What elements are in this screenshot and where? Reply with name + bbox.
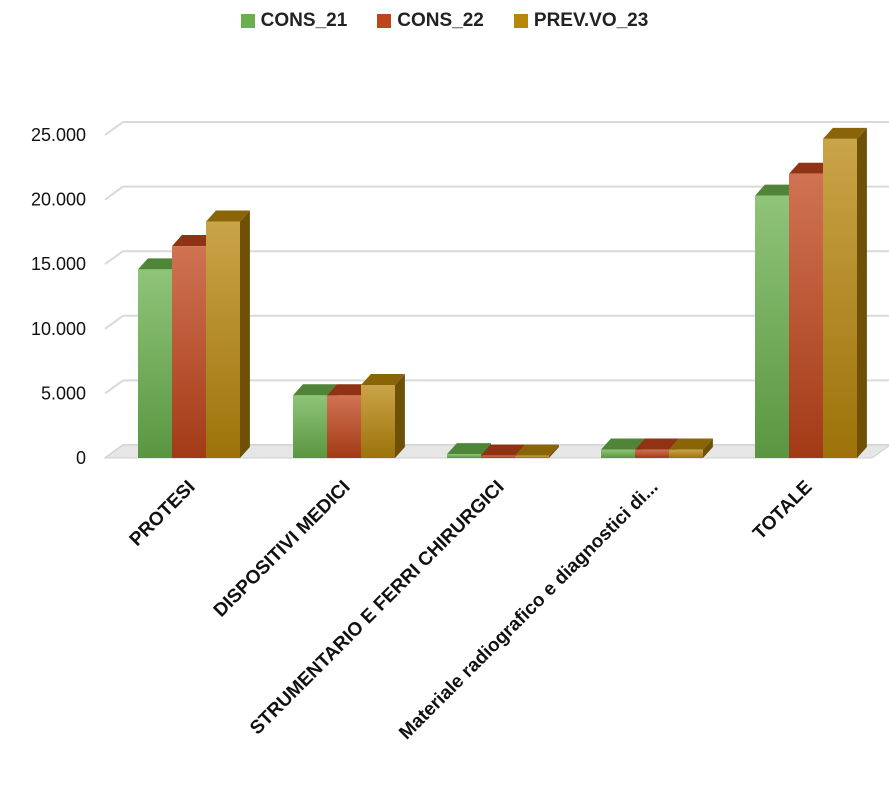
legend-label-series-2: PREV.VO_23 (533, 10, 649, 31)
bar-side (395, 373, 405, 458)
y-tick-label: 20.000 (31, 190, 86, 210)
category-label: PROTESI (126, 477, 200, 551)
bar-prev-vo-23 (206, 221, 240, 458)
legend-item-series-0: CONS_21 (240, 10, 348, 32)
bar-top (515, 444, 559, 456)
chart-legend: CONS_21 CONS_22 PREV.VO_23 (0, 10, 889, 32)
bar-cons-21 (447, 454, 481, 458)
legend-label-series-1: CONS_22 (397, 10, 484, 31)
bar-cons-22 (327, 395, 361, 458)
y-tick-label: 5.000 (41, 383, 86, 403)
gridline-side (104, 185, 124, 201)
legend-swatch-series-1 (377, 14, 392, 28)
bar-top (755, 184, 799, 196)
bar-top (138, 258, 182, 270)
bar-side (857, 127, 867, 459)
y-tick-label: 15.000 (31, 254, 86, 274)
gridline-side (104, 121, 124, 136)
y-tick-label: 0 (76, 448, 86, 468)
legend-swatch-series-0 (240, 14, 255, 28)
gridline-side (104, 379, 124, 395)
bar-side (549, 444, 559, 458)
bar-top (789, 162, 833, 174)
bar-top (481, 444, 525, 456)
category-label: Materiale radiografico e diagnostici di.… (395, 477, 662, 744)
category-label: TOTALE (749, 477, 816, 544)
bar-cons-22 (172, 246, 206, 458)
category-label: STRUMENTARIO E FERRI CHIRURGICI (246, 477, 508, 739)
bar-prev-vo-23 (669, 449, 703, 458)
category-label: DISPOSITIVI MEDICI (210, 477, 355, 622)
bar-side (240, 210, 250, 458)
bar-top (361, 373, 405, 386)
bar-top (327, 384, 371, 396)
bar-cons-22 (635, 449, 669, 458)
bar-top (669, 438, 713, 450)
legend-label-series-0: CONS_21 (260, 10, 348, 31)
bar-top (823, 127, 867, 139)
bar-cons-22 (789, 173, 823, 458)
bar-cons-22 (481, 455, 515, 458)
bar-prev-vo-23 (515, 455, 549, 458)
bar-prev-vo-23 (823, 138, 857, 458)
bar-top (293, 384, 337, 396)
bar-top (635, 438, 679, 450)
bar-top (447, 443, 491, 455)
gridline-side (104, 250, 124, 266)
legend-swatch-series-2 (513, 14, 528, 28)
bar-prev-vo-23 (361, 385, 395, 458)
y-tick-label: 25.000 (31, 125, 86, 145)
y-tick-label: 10.000 (31, 319, 86, 339)
legend-item-series-1: CONS_22 (377, 10, 484, 32)
legend-item-series-2: PREV.VO_23 (513, 10, 649, 32)
bar-cons-21 (138, 269, 172, 458)
bar-top (601, 438, 645, 450)
bar-cons-21 (755, 195, 789, 458)
bar-cons-21 (293, 395, 327, 458)
bar-top (172, 235, 216, 247)
bar-cons-21 (601, 449, 635, 458)
gridline-side (104, 314, 124, 330)
bar-top (206, 210, 250, 222)
bar-side (703, 438, 713, 458)
